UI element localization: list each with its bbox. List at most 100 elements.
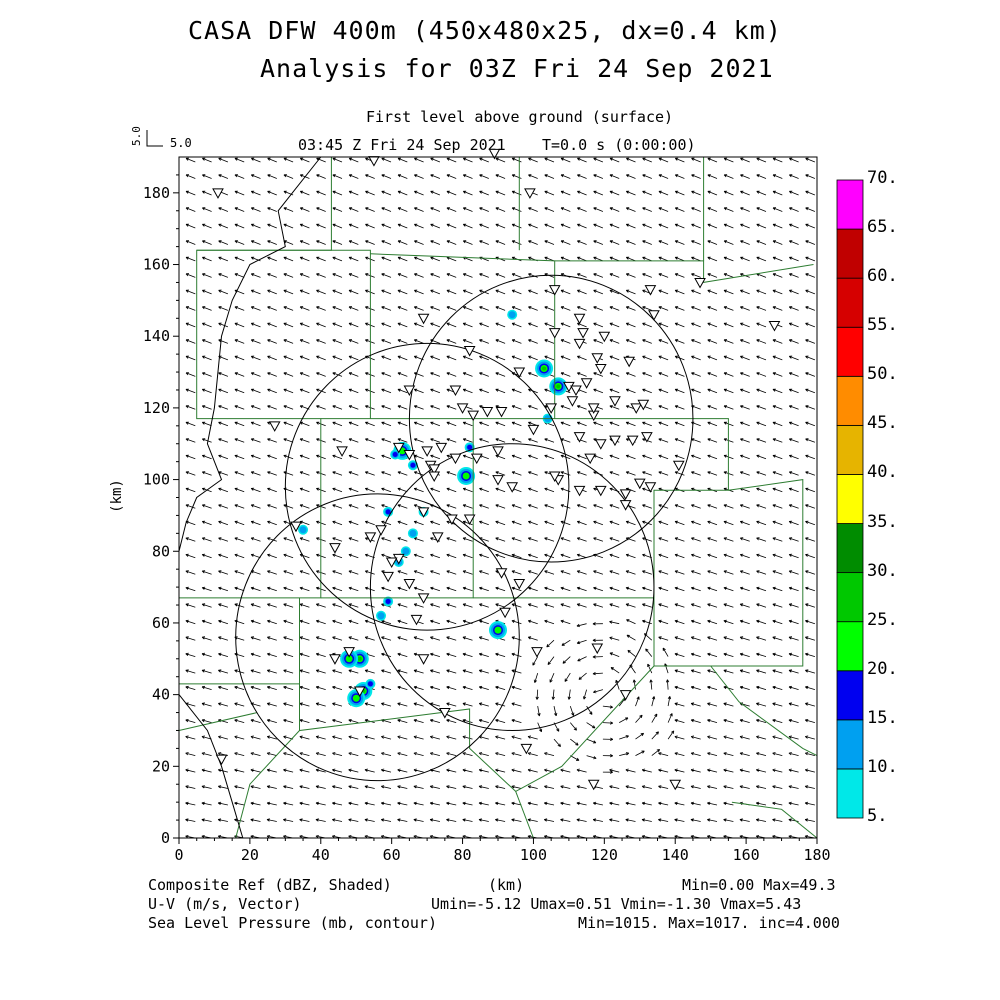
station-marker [573,432,586,443]
station-marker [577,328,589,339]
colorbar-swatch [836,768,864,819]
station-marker [648,310,660,321]
station-marker [598,331,611,343]
radar-range-circles [235,274,694,782]
colorbar-label: 5. [867,806,888,826]
y-tick-label: 60 [152,614,170,632]
station-marker [492,446,504,457]
reflectivity-cell-core [357,656,362,661]
reflectivity-cell-core [385,598,391,604]
reflectivity-cell-core [377,612,385,620]
station-marker [591,353,604,364]
station-marker [268,421,281,432]
county-border [299,665,655,793]
river-line [178,694,244,839]
reflectivity-cell-core [494,626,502,634]
footer-wind-range: Umin=-5.12 Umax=0.51 Vmin=-1.30 Vmax=5.4… [431,895,802,913]
station-marker [694,277,706,289]
reflectivity-cell-core [352,694,360,702]
colorbar-label: 55. [867,315,898,336]
station-marker [641,432,653,443]
colorbar-label: 60. [867,266,898,287]
x-tick-label: 180 [803,846,830,864]
colorbar-label: 25. [867,609,898,630]
reflectivity-cell-core [392,451,398,457]
y-axis-label: (km) [108,479,125,513]
station-marker [428,464,441,475]
station-marker [417,507,430,518]
y-tick-label: 160 [143,256,170,274]
reflectivity-cell-core [402,547,410,555]
x-tick-label: 140 [662,846,689,864]
x-tick-label: 20 [241,846,259,864]
colorbar-label: 35. [867,511,898,532]
station-marker [417,654,430,665]
x-tick-label: 0 [174,846,183,864]
county-border [370,253,556,419]
colorbar-swatch [836,277,864,328]
station-marker [527,424,540,436]
radar-range-circle [369,443,655,731]
station-marker [545,403,558,414]
reflectivity-cell-core [410,462,416,468]
station-marker [403,385,416,397]
county-border [653,479,804,667]
colorbar-label: 20. [867,658,898,679]
station-marker [438,708,451,719]
reflectivity-cell-core [508,311,516,319]
station-marker [672,460,685,472]
reflectivity-cell-core [462,472,470,480]
y-tick-label: 120 [143,399,170,417]
station-marker [566,396,579,407]
county-border [179,157,332,599]
reflectivity-cell-core [385,509,391,515]
station-marker [548,328,561,339]
station-marker [548,471,561,483]
station-marker [364,532,377,543]
station-marker [492,475,504,486]
wind-vectors [179,157,816,838]
station-marker [449,453,462,465]
county-border [196,249,371,419]
chart-subtitle: Analysis for 03Z Fri 24 Sep 2021 [260,54,774,83]
station-marker [403,449,416,461]
reflectivity-cell-core [299,526,307,534]
station-marker [463,514,476,526]
county-border [731,801,818,839]
colorbar-swatch [836,326,864,377]
wind-vector-field [179,157,816,838]
station-marker [513,579,526,590]
county-border [320,418,474,599]
station-marker [531,647,543,658]
station-marker [421,446,433,457]
station-marker [382,571,394,583]
station-marker [623,356,635,368]
station-marker [435,442,448,454]
station-marker [488,148,501,160]
station-marker [290,521,302,533]
station-marker [619,690,632,701]
colorbar-swatch [836,375,864,426]
station-marker [353,686,366,698]
county-border [235,730,300,839]
station-marker [548,285,561,296]
station-marker [449,385,462,397]
x-axis-label: (km) [488,876,525,894]
reflectivity-cell-core [467,444,473,450]
station-marker [609,396,621,407]
x-tick-label: 40 [312,846,330,864]
colorbar-swatch [836,179,864,230]
station-marker [619,500,632,511]
colorbar-swatch [836,670,864,721]
station-marker [403,579,416,590]
colorbar-label: 40. [867,462,898,483]
station-marker [580,378,593,389]
station-marker [573,313,586,325]
colorbar-swatch [836,621,864,672]
valid-time-label: 03:45 Z Fri 24 Sep 2021 [298,136,506,154]
colorbar-swatch [836,572,864,623]
radar-range-circle [235,493,520,782]
colorbar-label: 45. [867,413,898,434]
y-tick-label: 80 [152,542,170,560]
x-tick-label: 60 [383,846,401,864]
